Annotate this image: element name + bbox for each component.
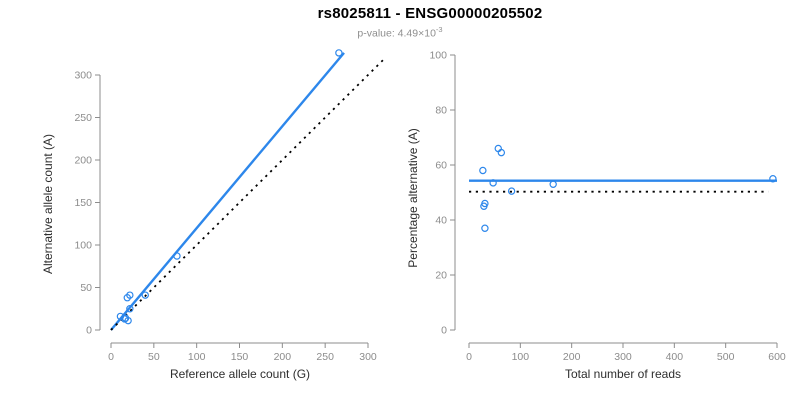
y-tick-label: 60 [435,160,447,172]
y-tick-label: 250 [74,112,92,124]
pvalue-label: p-value: [357,27,398,40]
data-point [497,148,506,157]
left-xaxis-title: Reference allele count (G) [170,367,310,381]
right-xaxis-title: Total number of reads [565,367,681,381]
x-tick-label: 200 [563,351,581,363]
data-point [124,316,132,325]
scatter-right-percentage: 0 20 40 60 80 100 0 100 200 300 400 500 600 [429,50,785,364]
y-tick-label: 100 [74,240,92,252]
x-tick-label: 50 [148,351,160,363]
x-tick-label: 250 [316,351,334,363]
pvalue-mantissa: 4.49×10 [397,27,436,40]
y-tick-label: 40 [435,215,447,227]
x-tick-label: 300 [359,351,377,363]
data-point [481,199,489,208]
data-point [173,252,181,260]
left-yaxis-title: Alternative allele count (A) [41,134,55,274]
data-point [479,166,487,175]
data-point [481,224,489,232]
data-point [507,187,516,195]
y-tick-label: 0 [86,325,92,337]
figure-subtitle: p-value: 4.49×10-3 [0,25,800,40]
scatter-left-allele-counts: 0 50 100 150 200 250 300 0 50 100 150 200 250 300 [74,49,385,363]
y-tick-label: 150 [74,197,92,209]
x-tick-label: 200 [274,351,292,363]
data-point [126,291,134,299]
x-tick-label: 100 [512,351,530,363]
data-point [769,175,777,183]
data-point [141,291,149,299]
x-tick-label: 100 [188,351,206,363]
x-tick-label: 300 [614,351,632,363]
data-point [126,305,134,313]
y-tick-label: 100 [429,50,447,62]
right-yaxis-title: Percentage alternative (A) [406,128,420,267]
x-tick-label: 0 [108,351,114,363]
y-tick-label: 0 [441,325,447,337]
y-tick-label: 50 [80,282,92,294]
pvalue-exponent: -3 [435,25,443,34]
x-tick-label: 0 [466,351,472,363]
data-point [549,180,557,188]
y-tick-label: 200 [74,155,92,167]
y-tick-label: 20 [435,270,447,282]
x-tick-label: 500 [717,351,735,363]
figure-title: rs8025811 - ENSG00000205502 [317,5,543,22]
y-tick-label: 300 [74,70,92,82]
x-tick-label: 150 [231,351,249,363]
fit-line [110,52,345,331]
data-point [489,179,497,187]
identity-line [110,59,385,331]
y-tick-label: 80 [435,105,447,117]
x-tick-label: 400 [666,351,684,363]
data-point [121,315,129,323]
data-point [335,49,343,57]
x-tick-label: 600 [768,351,786,363]
